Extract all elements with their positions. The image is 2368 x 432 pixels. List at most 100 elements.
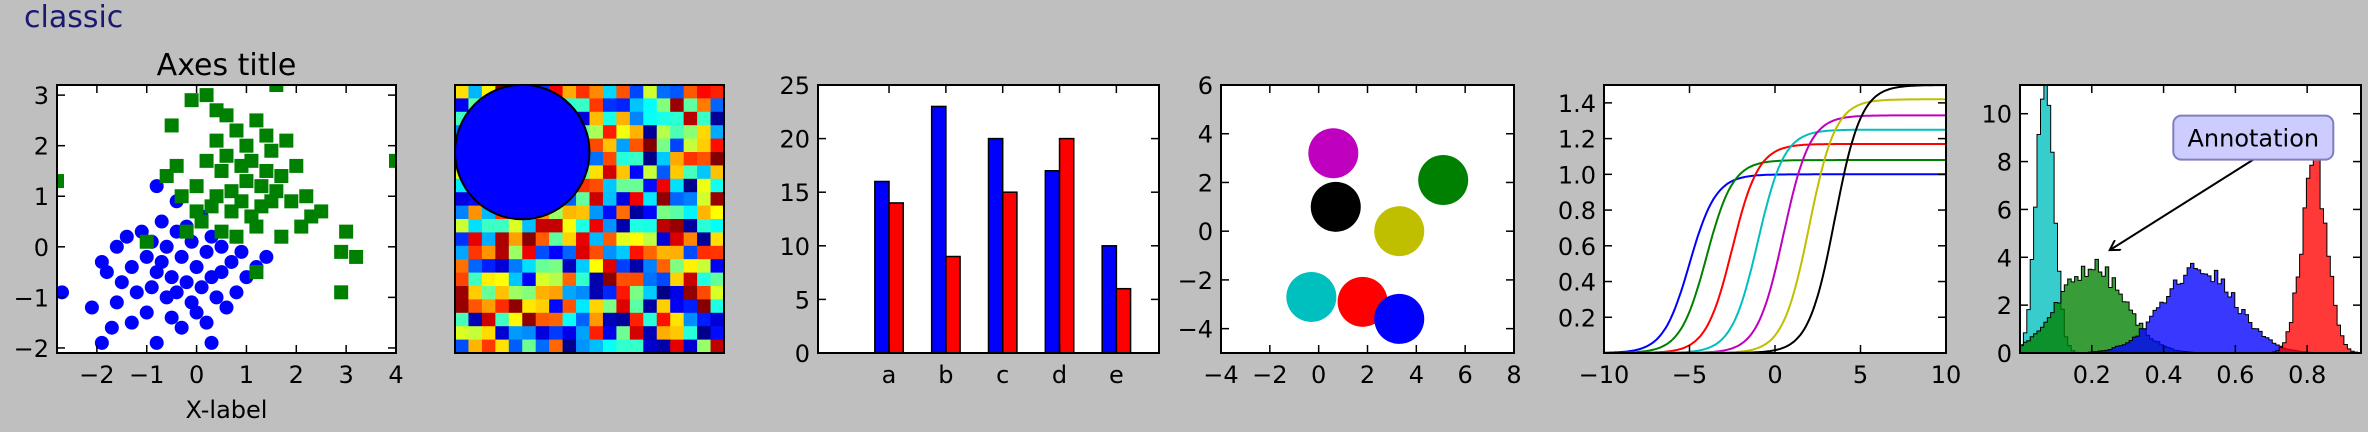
heatmap-cell [576,326,590,341]
heatmap-cell [495,299,510,314]
heatmap-cell [670,192,685,207]
scatter-point-circle [189,305,204,320]
heatmap-cell [697,312,712,327]
scatter-point-circle [154,214,169,229]
x-tick-label: 0.6 [2216,361,2254,389]
scatter-point-circle [164,310,179,325]
heatmap-cell [522,245,537,260]
bar [1115,287,1132,353]
heatmap-cell [589,326,604,341]
series-line [1604,98,1946,353]
plot-content [874,105,1132,353]
heatmap-cell [576,339,590,353]
heatmap-cell [508,232,523,247]
heatmap-cell [535,272,550,287]
heatmap-cell [495,219,510,233]
y-tick-label: 15 [779,179,810,207]
heatmap-cell [710,205,724,220]
scatter-point-circle [129,285,144,300]
heatmap-cell [643,98,658,113]
heatmap-cell [589,192,604,207]
heatmap-cell [616,232,631,247]
scatter-point-square [334,285,349,300]
heatmap-cell [697,286,712,300]
histogram-area [2020,150,2361,353]
scatter-point-square [239,138,254,153]
heatmap-cell [656,312,671,327]
heatmap-cell [602,245,617,260]
heatmap-cell [643,111,658,126]
bar [930,105,947,353]
heatmap-cell [710,339,724,353]
scatter-point-square [279,133,294,148]
heatmap-cell [670,219,685,233]
heatmap-cell [589,272,604,287]
heatmap-cell [562,312,577,327]
scatter-point-square [254,179,269,194]
heatmap-cell [549,299,564,314]
scatter-point-square [184,93,199,108]
y-tick-label: 6 [1198,72,1213,100]
heatmap-cell [562,299,577,314]
heatmap-cell [522,326,537,341]
heatmap-cell [455,312,469,327]
heatmap-cell [670,339,685,353]
heatmap-cell [562,326,577,341]
heatmap-cell [629,232,644,247]
heatmap-cell [616,245,631,260]
heatmap-cell [549,232,564,247]
y-tick-label: 2 [1997,292,2012,320]
figure-title: classic [24,0,124,35]
heatmap-cell [602,152,617,166]
heatmap-cell [535,219,550,233]
category-label: d [1052,361,1067,389]
heatmap-cell [683,85,698,99]
y-tick-label: 2 [1198,169,1213,197]
heatmap-cell [697,165,712,180]
heatmap-cell [616,272,631,287]
y-tick-label: 6 [1997,196,2012,224]
y-tick-label: 10 [779,233,810,261]
x-tick-label: 10 [1931,361,1962,389]
heatmap-cell [616,219,631,233]
axes-frame [56,84,397,354]
y-tick-label: −2 [14,335,49,363]
heatmap-cell [656,272,671,287]
heatmap-cell [683,152,698,166]
heatmap-cell [643,299,658,314]
scatter-point-square [139,234,154,249]
sigmoid-line-panel: −10 −5 0 5 10 0.2 0.4 0.6 0.8 1.0 1.2 1.4 [1558,84,1962,389]
scatter-point-circle [99,265,114,280]
heatmap-cell [576,98,590,113]
bar [987,137,1004,353]
heatmap-cell [670,312,685,327]
heatmap-cell [562,272,577,287]
y-tick-label: 20 [779,126,810,154]
heatmap-cell [468,205,483,220]
heatmap-cell [508,259,523,274]
heatmap-cell [656,326,671,341]
heatmap-cell [656,152,671,166]
heatmap-cell [710,286,724,300]
heatmap-cell [697,339,712,353]
heatmap-cell [656,98,671,113]
heatmap-cell [495,339,510,353]
heatmap-cell [629,152,644,166]
heatmap-panel [454,84,725,354]
scatter-point-circle [189,260,204,275]
heatmap-cell [576,272,590,287]
heatmap-cell [616,192,631,207]
heatmap-cell [468,339,483,353]
heatmap-cell [629,299,644,314]
bar [874,180,890,353]
heatmap-cell [643,286,658,300]
bar [1001,191,1018,353]
axes-title: Axes title [157,48,297,83]
scatter-point-square [259,163,274,178]
heatmap-cell [576,245,590,260]
heatmap-cell [683,312,698,327]
heatmap-cell [670,245,685,260]
x-tick-label: 4 [388,361,403,389]
x-tick-label: 2 [1360,361,1375,389]
heatmap-cell [535,286,550,300]
